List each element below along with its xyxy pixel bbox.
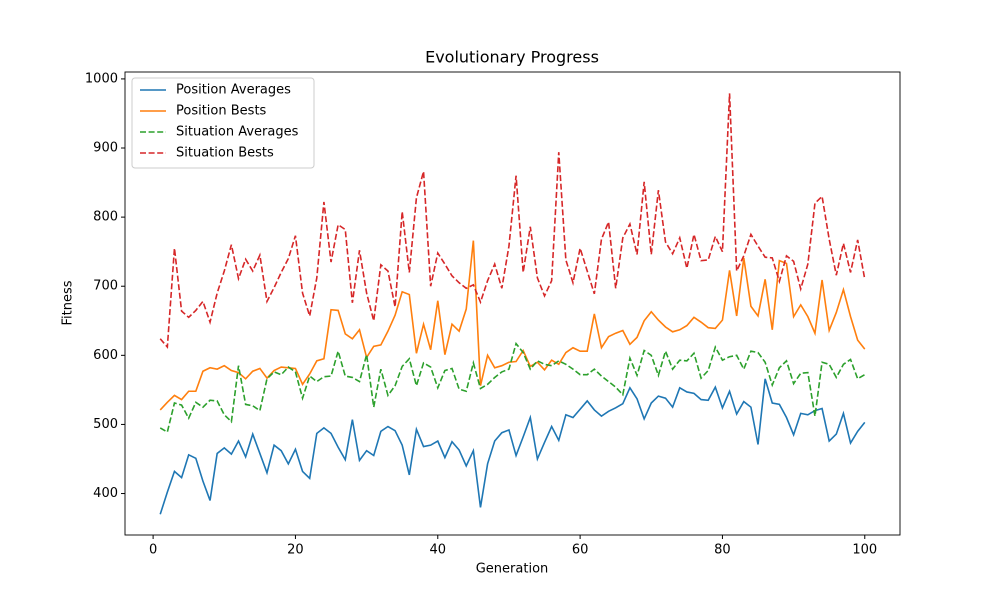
y-tick-label: 700 [93, 279, 118, 294]
x-tick-label: 60 [572, 543, 589, 558]
y-tick-label: 800 [93, 210, 118, 225]
plot-frame [124, 71, 901, 536]
legend-label: Position Averages [176, 83, 291, 98]
y-tick-label: 600 [93, 348, 118, 363]
series-line [159, 341, 866, 434]
chart-title: Evolutionary Progress [425, 48, 599, 67]
legend-label: Situation Bests [176, 146, 274, 161]
legend-box [131, 77, 315, 169]
x-tick-label: 40 [430, 543, 447, 558]
x-axis-label: Generation [476, 562, 549, 577]
y-axis-label: Fitness [61, 280, 76, 325]
series-line [159, 240, 866, 411]
x-tick-label: 20 [287, 543, 304, 558]
series-line [159, 93, 866, 350]
y-tick-label: 500 [93, 417, 118, 432]
y-tick-label: 900 [93, 141, 118, 156]
y-tick-label: 400 [93, 486, 118, 501]
y-tick-label: 1000 [85, 71, 118, 86]
legend-label: Situation Averages [176, 125, 299, 140]
x-tick-label: 80 [714, 543, 731, 558]
x-tick-label: 0 [149, 543, 157, 558]
legend-label: Position Bests [176, 104, 267, 119]
series-line [159, 378, 866, 515]
x-tick-label: 100 [852, 543, 877, 558]
